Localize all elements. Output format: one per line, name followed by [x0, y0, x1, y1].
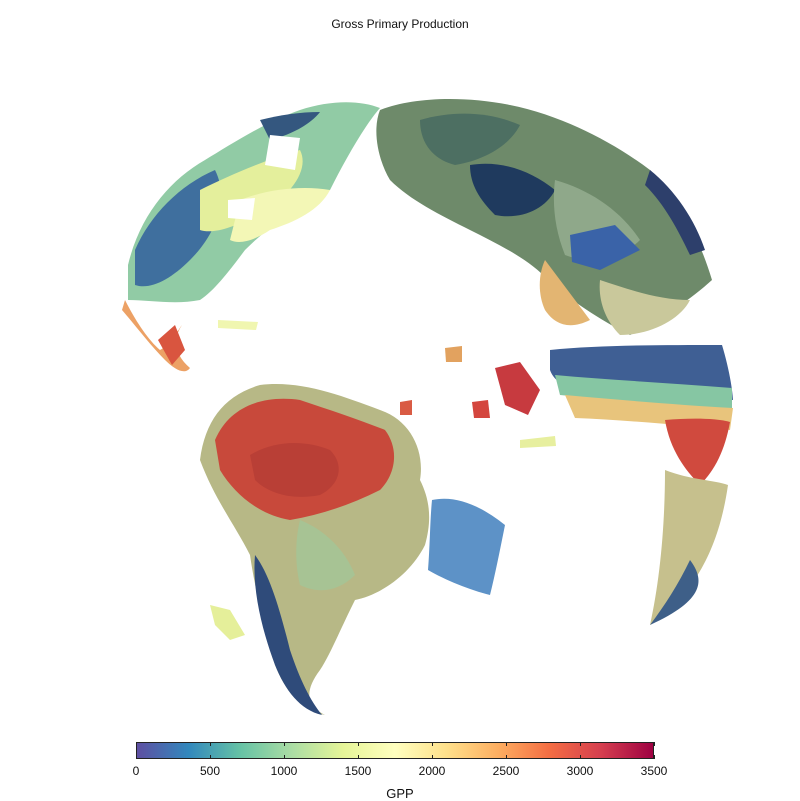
region-north-america: [122, 102, 380, 372]
colorbar-tick: [506, 742, 507, 759]
colorbar-tick: [654, 742, 655, 759]
colorbar-tick-label: 2000: [418, 764, 446, 778]
colorbar-tick: [210, 742, 211, 759]
colorbar-tick: [284, 742, 285, 759]
colorbar-tick-label: 0: [132, 764, 140, 778]
map-title: Gross Primary Production: [331, 17, 469, 31]
colorbar-tick: [580, 742, 581, 759]
colorbar-tick: [358, 742, 359, 759]
colorbar-tick-label: 3000: [566, 764, 594, 778]
region-africa: [550, 345, 733, 625]
region-south-america: [200, 384, 505, 715]
colorbar: [136, 742, 654, 759]
colorbar-label: GPP: [386, 786, 414, 801]
region-islands: [210, 320, 556, 640]
colorbar-tick: [136, 742, 137, 759]
colorbar-tick-label: 1500: [344, 764, 372, 778]
colorbar-tick-label: 500: [199, 764, 221, 778]
region-eurasia: [376, 98, 712, 335]
colorbar-tick: [432, 742, 433, 759]
colorbar-tick-label: 1000: [270, 764, 298, 778]
colorbar-tick-label: 2500: [492, 764, 520, 778]
colorbar-tick-label: 3500: [640, 764, 668, 778]
